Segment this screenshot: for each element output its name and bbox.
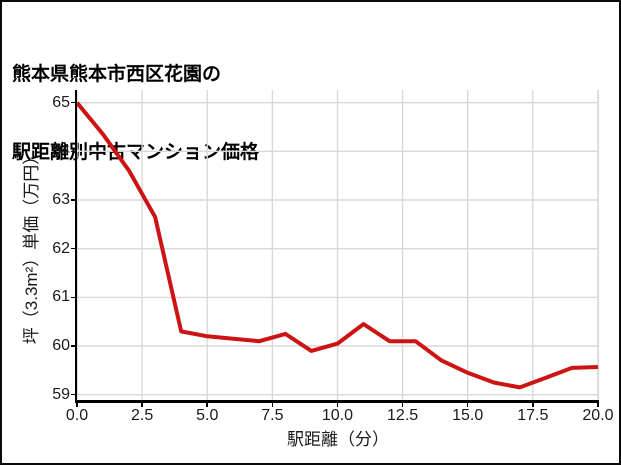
y-tick-label: 64: [52, 142, 70, 160]
x-tick-label: 12.5: [387, 407, 419, 424]
x-tick-label: 20.0: [582, 407, 614, 424]
y-tick-mark: [70, 150, 75, 153]
y-tick-mark: [70, 296, 75, 299]
x-tick-mark: [336, 403, 339, 407]
x-tick-mark: [76, 403, 78, 407]
price-line: [77, 101, 599, 390]
y-tick-label: 63: [52, 191, 70, 208]
x-tick-mark: [532, 403, 534, 407]
x-axis-spine: [74, 400, 599, 403]
chart-title-line2: 駅距離別中古マンション価格: [12, 142, 260, 163]
y-tick-label: 61: [52, 288, 70, 306]
x-tick-mark: [206, 403, 208, 407]
x-tick-mark: [271, 403, 274, 407]
x-tick-label: 10.0: [321, 407, 354, 424]
y-tick-mark: [70, 101, 75, 104]
x-tick-label: 0.0: [65, 407, 89, 424]
x-axis-label: 駅距離（分）: [287, 430, 389, 449]
y-axis-spine: [74, 90, 77, 403]
x-tick-mark: [401, 403, 404, 407]
x-tick-label: 5.0: [196, 407, 219, 424]
x-tick-mark: [141, 403, 143, 407]
x-tick-label: 2.5: [130, 407, 154, 424]
x-tick-label: 15.0: [452, 407, 484, 424]
y-tick-label: 62: [52, 239, 70, 257]
y-tick-mark: [70, 393, 75, 396]
x-tick-mark: [466, 403, 469, 407]
y-tick-label: 59: [52, 385, 70, 403]
y-tick-mark: [70, 247, 75, 250]
y-tick-mark: [70, 199, 75, 201]
x-tick-label: 17.5: [517, 407, 549, 424]
plot-area: [77, 90, 599, 402]
chart-title: 熊本県熊本市西区花園の 駅距離別中古マンション価格: [12, 10, 259, 218]
y-tick-mark: [70, 345, 75, 347]
x-tick-label: 7.5: [261, 407, 284, 424]
x-tick-mark: [597, 403, 599, 407]
y-tick-label: 65: [52, 93, 70, 111]
chart-title-line1: 熊本県熊本市西区花園の: [12, 64, 222, 85]
plot-svg: [77, 90, 599, 402]
y-tick-label: 60: [52, 337, 70, 355]
